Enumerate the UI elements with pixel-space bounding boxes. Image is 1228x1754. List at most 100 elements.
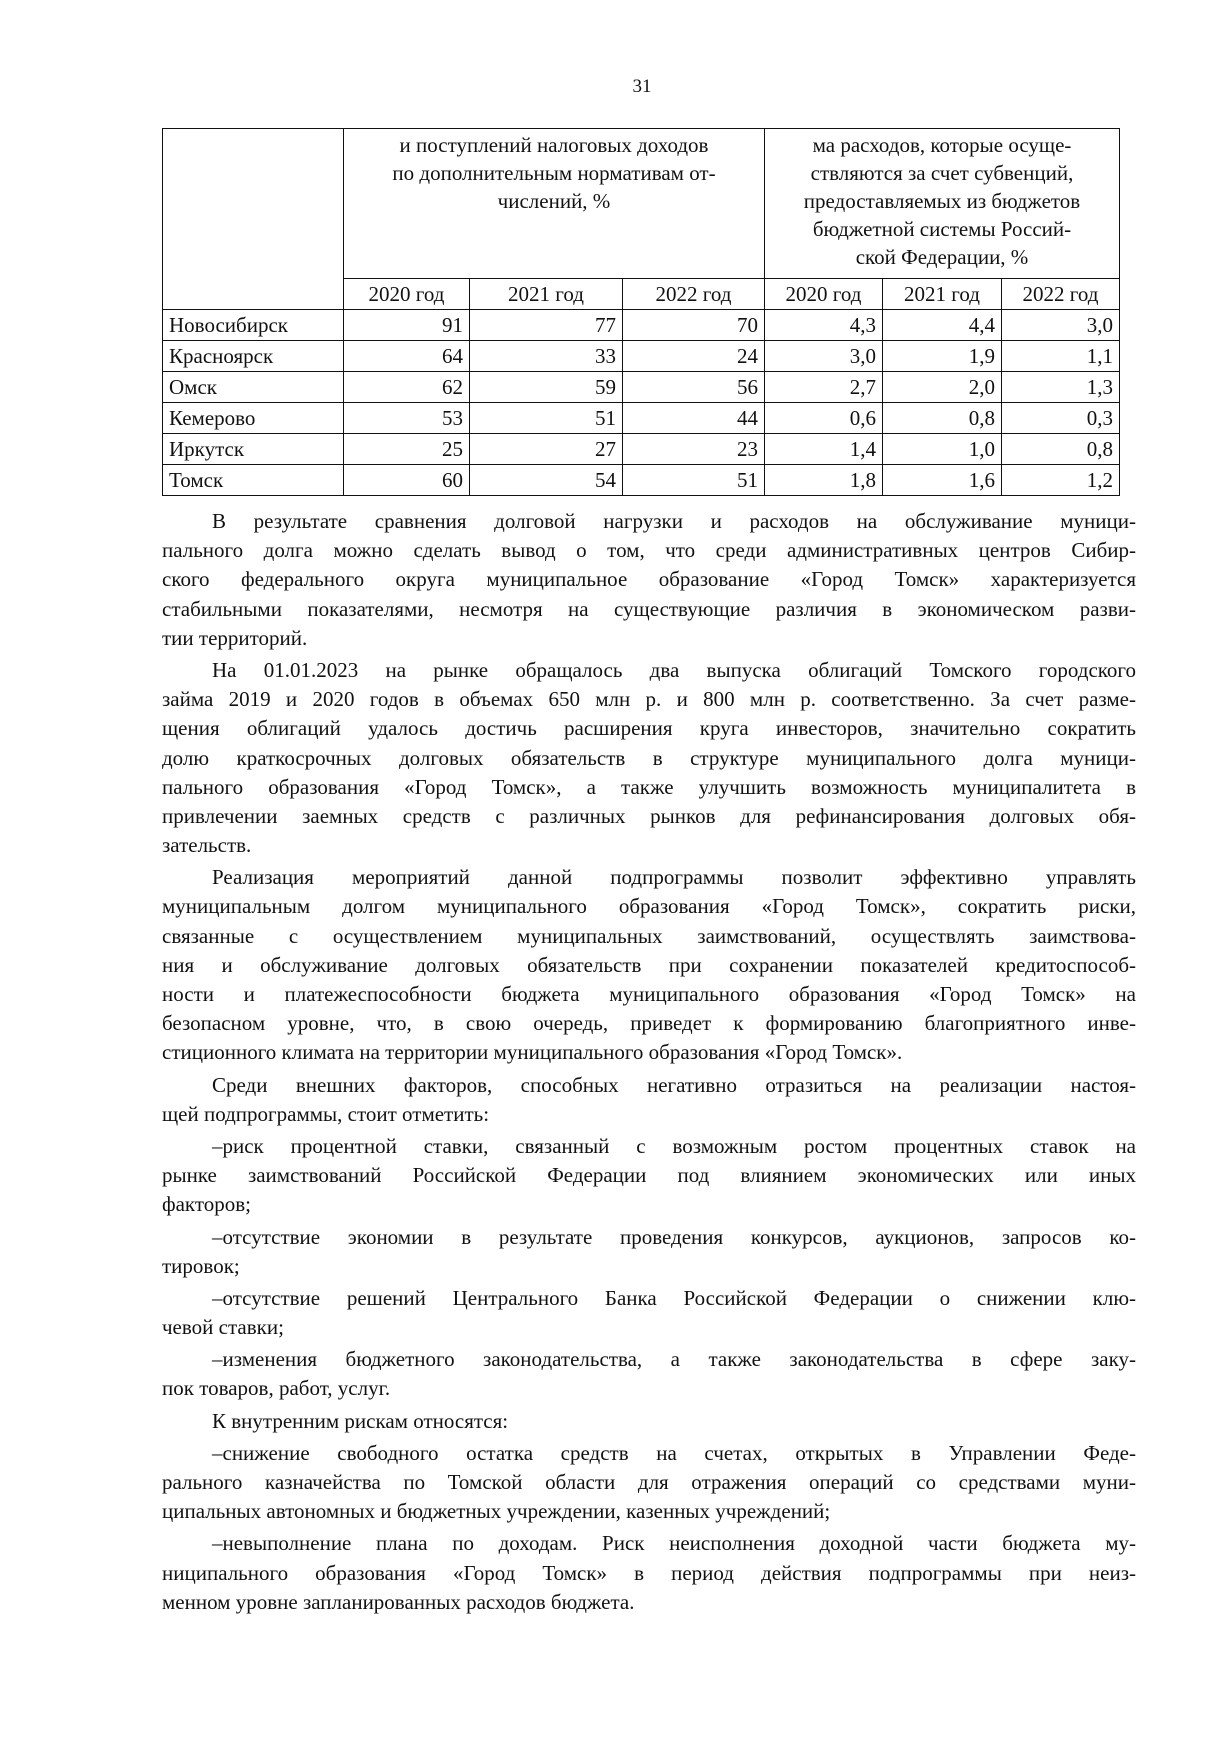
value-cell: 91 <box>343 309 470 341</box>
header-line: ской Федерации, % <box>855 245 1029 269</box>
text-line: ности и платежеспособности бюджета муниц… <box>162 982 1136 1006</box>
text-line: менном уровне запланированных расходов б… <box>162 1589 635 1614</box>
value-cell: 24 <box>622 340 765 372</box>
text-line: К внутренним рискам относятся: <box>212 1408 509 1433</box>
document-body: В результате сравнения долговой нагрузки… <box>162 507 1136 1620</box>
text-line: Реализация мероприятий данной подпрограм… <box>212 865 1136 890</box>
city-cell: Кемерово <box>162 402 344 434</box>
page-number: 31 <box>632 76 652 97</box>
value-cell: 51 <box>622 464 765 496</box>
text-line: ского федерального округа муниципальное … <box>162 567 1136 592</box>
paragraph: –снижение свободного остатка средств на … <box>162 1439 1136 1527</box>
header-line: ма расходов, которые осуще- <box>812 133 1072 157</box>
text-line: пального образования «Город Томск», а та… <box>162 774 1136 799</box>
value-cell: 64 <box>343 340 470 372</box>
value-cell: 1,4 <box>764 433 883 465</box>
value-cell: 77 <box>469 309 623 341</box>
text-line: безопасном уровне, что, в свою очередь, … <box>162 1011 1136 1036</box>
year-header: 2020 год <box>764 278 883 310</box>
text-line: зательств. <box>162 833 252 858</box>
value-cell: 25 <box>343 433 470 465</box>
city-cell: Новосибирск <box>162 309 344 341</box>
year-header: 2022 год <box>1001 278 1120 310</box>
text-line: ния и обслуживание долговых обязательств… <box>162 952 1136 977</box>
text-line: ниципального образования «Город Томск» в… <box>162 1560 1136 1585</box>
table-row: Красноярск 64 33 24 3,0 1,9 1,1 <box>162 340 1120 372</box>
value-cell: 0,3 <box>1001 402 1120 434</box>
table-corner-cell <box>162 128 344 310</box>
city-cell: Омск <box>162 371 344 403</box>
comparison-table: и поступлений налоговых доходов по дополн… <box>162 128 1120 496</box>
value-cell: 1,9 <box>882 340 1002 372</box>
value-cell: 3,0 <box>764 340 883 372</box>
header-line: бюджетной системы Россий- <box>812 217 1072 241</box>
value-cell: 56 <box>622 371 765 403</box>
value-cell: 70 <box>622 309 765 341</box>
value-cell: 33 <box>469 340 623 372</box>
text-line: долю краткосрочных долговых обязательств… <box>162 745 1136 770</box>
value-cell: 1,3 <box>1001 371 1120 403</box>
text-line: стиционного климата на территории муници… <box>162 1040 903 1065</box>
value-cell: 62 <box>343 371 470 403</box>
year-header: 2022 год <box>622 278 765 310</box>
city-cell: Иркутск <box>162 433 344 465</box>
value-cell: 53 <box>343 402 470 434</box>
text-line: пок товаров, работ, услуг. <box>162 1376 391 1401</box>
header-line: и поступлений налоговых доходов <box>399 133 709 157</box>
text-line: –риск процентной ставки, связанный с воз… <box>212 1133 1136 1158</box>
text-line: рального казначейства по Томской области… <box>162 1470 1136 1494</box>
text-line: рынке заимствований Российской Федерации… <box>162 1163 1136 1188</box>
text-line: тировок; <box>162 1253 240 1278</box>
paragraph: Реализация мероприятий данной подпрограм… <box>162 863 1136 1067</box>
value-cell: 0,6 <box>764 402 883 434</box>
text-line: чевой ставки; <box>162 1315 284 1340</box>
value-cell: 51 <box>469 402 623 434</box>
paragraph: Среди внешних факторов, способных негати… <box>162 1071 1136 1129</box>
text-line: На 01.01.2023 на рынке обращалось два вы… <box>212 657 1136 682</box>
text-line: ципальных автономных и бюджетных учрежде… <box>162 1499 831 1524</box>
year-header: 2020 год <box>343 278 470 310</box>
value-cell: 2,7 <box>764 371 883 403</box>
text-line: –отсутствие экономии в результате провед… <box>212 1224 1136 1249</box>
text-line: –невыполнение плана по доходам. Риск неи… <box>212 1531 1136 1556</box>
paragraph: –изменения бюджетного законодательства, … <box>162 1345 1136 1403</box>
text-line: связанные с осуществлением муниципальных… <box>162 923 1136 948</box>
city-cell: Красноярск <box>162 340 344 372</box>
paragraph: –отсутствие решений Центрального Банка Р… <box>162 1284 1136 1342</box>
year-header: 2021 год <box>469 278 623 310</box>
text-line: щения облигаций удалось достичь расширен… <box>162 716 1136 741</box>
text-line: –снижение свободного остатка средств на … <box>212 1440 1136 1465</box>
text-line: привлечении заемных средств с различных … <box>162 803 1136 828</box>
text-line: –изменения бюджетного законодательства, … <box>212 1347 1136 1372</box>
value-cell: 59 <box>469 371 623 403</box>
year-header: 2021 год <box>882 278 1002 310</box>
text-line: щей подпрограммы, стоит отметить: <box>162 1101 490 1126</box>
value-cell: 1,6 <box>882 464 1002 496</box>
value-cell: 1,8 <box>764 464 883 496</box>
paragraph: На 01.01.2023 на рынке обращалось два вы… <box>162 656 1136 860</box>
table-row: Иркутск 25 27 23 1,4 1,0 0,8 <box>162 433 1120 465</box>
paragraph: К внутренним рискам относятся: <box>162 1407 1136 1436</box>
value-cell: 1,2 <box>1001 464 1120 496</box>
city-cell: Томск <box>162 464 344 496</box>
header-tax-revenue: и поступлений налоговых доходов по дополн… <box>343 128 765 279</box>
table-row: Новосибирск 91 77 70 4,3 4,4 3,0 <box>162 309 1120 341</box>
table-row: Томск 60 54 51 1,8 1,6 1,2 <box>162 464 1120 496</box>
value-cell: 2,0 <box>882 371 1002 403</box>
text-line: факторов; <box>162 1192 252 1217</box>
text-line: Среди внешних факторов, способных негати… <box>212 1072 1136 1097</box>
text-line: стабильными показателями, несмотря на су… <box>162 596 1136 621</box>
value-cell: 54 <box>469 464 623 496</box>
header-line: по дополнительным нормативам от- <box>392 161 716 185</box>
table-row: Омск 62 59 56 2,7 2,0 1,3 <box>162 371 1120 403</box>
header-line: предоставляемых из бюджетов <box>803 189 1081 213</box>
text-line: тии территорий. <box>162 625 308 650</box>
header-line: ствляются за счет субвенций, <box>810 161 1074 185</box>
value-cell: 4,4 <box>882 309 1002 341</box>
value-cell: 23 <box>622 433 765 465</box>
value-cell: 0,8 <box>882 402 1002 434</box>
value-cell: 1,0 <box>882 433 1002 465</box>
header-subvention-expenses: ма расходов, которые осуще-ствляются за … <box>764 128 1120 279</box>
value-cell: 4,3 <box>764 309 883 341</box>
value-cell: 0,8 <box>1001 433 1120 465</box>
